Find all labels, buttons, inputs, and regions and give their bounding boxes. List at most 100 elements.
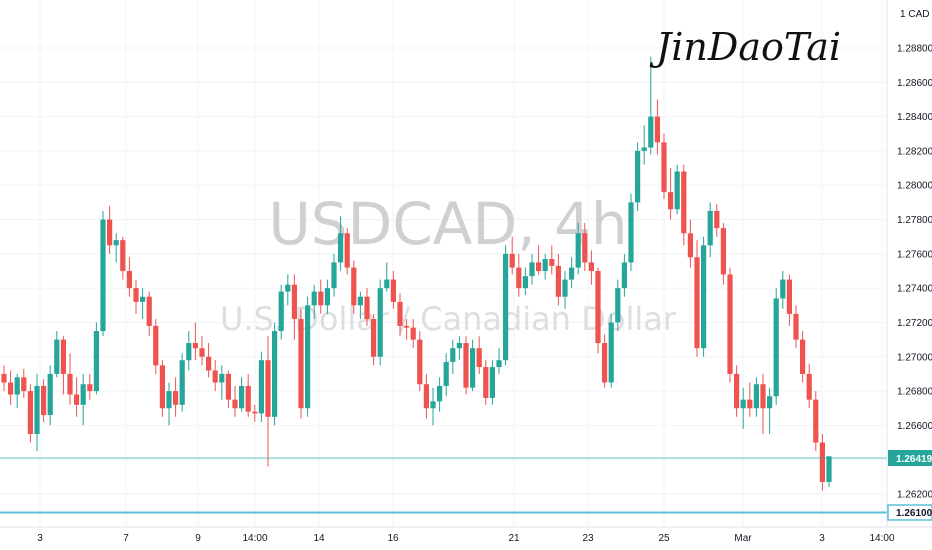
candle-body: [806, 373, 812, 400]
candle-body: [437, 385, 443, 402]
candle-body: [291, 284, 297, 320]
candle-body: [536, 262, 542, 271]
candle-body: [305, 305, 311, 409]
time-tick-label: 14:00: [869, 533, 894, 544]
candle-body: [212, 370, 218, 383]
candle-body: [826, 456, 832, 482]
candle-body: [648, 116, 654, 148]
price-tick-label: 1.28800: [897, 44, 932, 55]
candle-body: [41, 385, 47, 416]
time-tick-label: 25: [658, 533, 670, 544]
candle-body: [179, 360, 185, 405]
candle-body: [687, 233, 693, 258]
support-level-badge: [887, 504, 932, 521]
candle-body: [654, 116, 660, 143]
candle-body: [595, 271, 601, 344]
candle-body: [621, 262, 627, 289]
time-tick-label: 3: [819, 533, 825, 544]
candle-body: [628, 202, 634, 263]
candle-body: [80, 384, 86, 405]
candle-body: [21, 377, 27, 392]
candle-body: [364, 296, 370, 320]
candle-body: [423, 384, 429, 409]
price-tick-label: 1.26200: [897, 490, 932, 501]
candle-body: [278, 291, 284, 332]
candlestick-series: [1, 56, 832, 491]
candle-body: [786, 279, 792, 314]
candle-body: [74, 394, 80, 405]
candle-body: [681, 171, 687, 234]
candle-body: [674, 171, 680, 210]
candle-body: [734, 373, 740, 409]
candle-body: [14, 377, 20, 395]
candle-body: [456, 343, 462, 349]
candle-body: [443, 361, 449, 386]
candle-body: [760, 384, 766, 409]
candle-body: [153, 325, 159, 366]
candle-body: [199, 348, 205, 357]
candle-body: [272, 331, 278, 417]
candle-body: [575, 233, 581, 268]
candle-body: [720, 228, 726, 275]
price-tick-label: 1.28000: [897, 181, 932, 192]
candle-body: [219, 373, 225, 383]
time-tick-label: 14: [313, 533, 325, 544]
candle-body: [470, 348, 476, 388]
candle-body: [298, 319, 304, 409]
price-tick-label: 1.28200: [897, 146, 932, 157]
candle-body: [767, 396, 773, 409]
candle-body: [252, 411, 258, 414]
candle-body: [60, 339, 66, 374]
candle-body: [27, 391, 33, 434]
candle-body: [126, 271, 132, 289]
time-axis: 3 7 9 14:00 14 16 21 23 25 Mar 3 14:00: [37, 533, 895, 544]
candle-body: [113, 240, 119, 246]
candle-body: [740, 399, 746, 409]
candle-body: [324, 288, 330, 306]
candle-body: [140, 296, 146, 302]
candle-body: [245, 385, 251, 412]
candle-body: [496, 360, 502, 368]
candle-body: [331, 262, 337, 289]
candle-body: [509, 253, 515, 268]
candle-body: [549, 258, 555, 266]
candle-body: [311, 291, 317, 306]
candle-body: [173, 391, 179, 405]
candle-body: [450, 348, 456, 362]
candle-body: [714, 210, 720, 229]
candle-body: [338, 233, 344, 263]
time-tick-label: 21: [508, 533, 520, 544]
candle-body: [133, 288, 139, 302]
watermark-description: U.S. Dollar / Canadian Dollar: [220, 300, 677, 338]
candle-body: [371, 319, 377, 357]
price-tick-label: 1.28400: [897, 112, 932, 123]
candle-body: [54, 339, 60, 374]
candle-body: [463, 343, 469, 388]
candle-body: [93, 331, 99, 392]
chart-grid: [0, 0, 887, 527]
candle-body: [602, 343, 608, 383]
candle-body: [285, 284, 291, 292]
candle-body: [397, 301, 403, 326]
price-tick-label: 1.26600: [897, 421, 932, 432]
candle-body: [694, 257, 700, 349]
candle-body: [516, 267, 522, 289]
price-tick-label: 1.26800: [897, 387, 932, 398]
candle-body: [417, 339, 423, 385]
candle-body: [87, 384, 93, 392]
candle-body: [206, 356, 212, 371]
candle-body: [100, 219, 106, 332]
candle-body: [615, 288, 621, 323]
candle-body: [232, 399, 238, 409]
candle-body: [661, 142, 667, 193]
time-tick-label: Mar: [734, 533, 752, 544]
candle-body: [529, 262, 535, 277]
candle-body: [146, 296, 152, 326]
currency-label: 1 CAD 0: [900, 9, 932, 20]
candle-body: [107, 219, 113, 246]
candle-body: [542, 258, 548, 271]
candle-body: [390, 279, 396, 302]
candle-body: [225, 373, 231, 400]
candle-body: [357, 296, 363, 306]
